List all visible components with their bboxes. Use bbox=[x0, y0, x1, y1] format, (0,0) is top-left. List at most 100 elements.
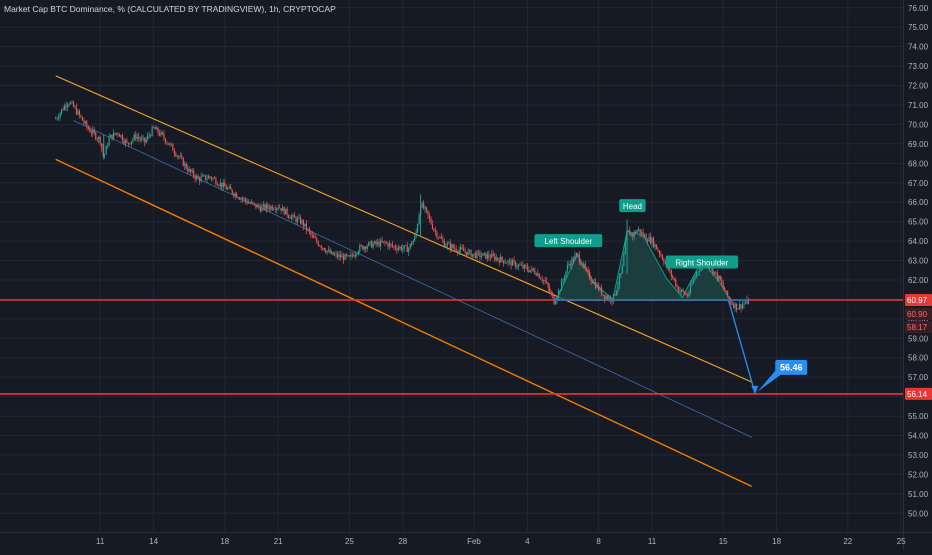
candle-body bbox=[390, 243, 392, 245]
candle-body bbox=[151, 127, 153, 136]
candle-body bbox=[509, 260, 511, 261]
candle-body bbox=[212, 178, 214, 179]
callout-pointer bbox=[757, 370, 784, 392]
candle-body bbox=[589, 271, 591, 279]
candle-body bbox=[336, 253, 339, 257]
candle-body bbox=[339, 254, 342, 258]
candle-body bbox=[682, 289, 684, 292]
candle-body bbox=[514, 261, 517, 268]
candle-body bbox=[207, 176, 210, 179]
candle-body bbox=[222, 182, 224, 188]
candle-body bbox=[471, 254, 474, 257]
candle-body bbox=[740, 304, 742, 309]
candle-body bbox=[61, 109, 63, 113]
candle-body bbox=[173, 150, 175, 154]
candle-body bbox=[161, 132, 164, 134]
candle-body bbox=[621, 265, 623, 274]
candle-body bbox=[409, 243, 411, 249]
candle-body bbox=[341, 255, 343, 258]
candle-body bbox=[700, 266, 702, 271]
candle-body bbox=[344, 254, 346, 261]
candle-body bbox=[271, 206, 273, 210]
candle-body bbox=[495, 257, 497, 261]
candle-body bbox=[476, 251, 478, 258]
candle-body bbox=[382, 241, 385, 243]
candle-body bbox=[568, 263, 570, 266]
candle-body bbox=[175, 153, 177, 157]
label-head: Head bbox=[623, 202, 642, 211]
current-price-tag: 60.97 bbox=[907, 296, 928, 305]
candle-body bbox=[562, 279, 564, 281]
candle-body bbox=[172, 144, 174, 151]
candle-body bbox=[221, 182, 223, 188]
candle-body bbox=[357, 251, 359, 254]
candle-body bbox=[727, 290, 729, 297]
y-tick-label: 53.00 bbox=[908, 451, 929, 460]
candle-body bbox=[660, 253, 662, 256]
candle-body bbox=[231, 189, 233, 194]
candle-body bbox=[68, 104, 70, 105]
candle-body bbox=[525, 265, 527, 267]
candle-body bbox=[451, 244, 453, 249]
candle-body bbox=[566, 265, 569, 272]
candle-body bbox=[360, 245, 362, 247]
candle-body bbox=[264, 204, 266, 210]
candle-body bbox=[273, 209, 275, 210]
candle-body bbox=[425, 207, 428, 211]
candle-body bbox=[526, 266, 528, 270]
candle-body bbox=[333, 254, 336, 256]
candle-body bbox=[479, 252, 481, 258]
candle-body bbox=[639, 229, 641, 234]
y-tick-label: 71.00 bbox=[908, 101, 929, 110]
candle-body bbox=[74, 106, 76, 108]
candle-body bbox=[486, 254, 488, 259]
candle-body bbox=[331, 251, 333, 254]
candle-body bbox=[293, 214, 296, 218]
candle-body bbox=[184, 163, 186, 166]
label-left-shoulder-bg bbox=[534, 234, 603, 248]
candle-body bbox=[684, 291, 686, 295]
label-left-shoulder: Left Shoulder bbox=[545, 237, 593, 246]
candle-body bbox=[326, 250, 328, 253]
candle-body bbox=[203, 175, 205, 176]
candle-body bbox=[287, 215, 290, 218]
candle-body bbox=[641, 232, 643, 234]
candle-body bbox=[93, 129, 95, 133]
y-tick-label: 50.00 bbox=[908, 509, 929, 518]
candle-body bbox=[517, 264, 520, 267]
candle-body bbox=[424, 207, 426, 209]
candle-body bbox=[488, 254, 490, 258]
candle-body bbox=[608, 296, 610, 299]
candle-body bbox=[316, 238, 318, 242]
candle-body bbox=[664, 263, 666, 264]
candle-body bbox=[734, 303, 736, 308]
candle-body bbox=[166, 142, 168, 144]
candle-body bbox=[587, 270, 589, 272]
candle-body bbox=[277, 207, 279, 209]
candle-body bbox=[154, 127, 156, 130]
candle-body bbox=[107, 145, 109, 147]
candle-body bbox=[102, 147, 104, 155]
candle-body bbox=[170, 143, 172, 145]
candle-body bbox=[307, 229, 309, 230]
candle-body bbox=[414, 236, 416, 241]
candle-body bbox=[274, 209, 276, 210]
candle-body bbox=[652, 238, 655, 247]
candle-body bbox=[259, 207, 261, 212]
candle-layer bbox=[55, 100, 750, 313]
candle-body bbox=[620, 273, 622, 277]
candle-body bbox=[645, 234, 647, 240]
candle-body bbox=[362, 245, 364, 250]
candle-body bbox=[117, 133, 119, 135]
candle-body bbox=[201, 175, 204, 177]
candle-body bbox=[497, 257, 499, 260]
candle-body bbox=[384, 241, 386, 243]
candle-body bbox=[452, 244, 454, 248]
x-tick-label: 8 bbox=[596, 537, 601, 546]
candle-body bbox=[646, 239, 649, 242]
candle-body bbox=[565, 271, 567, 278]
candle-body bbox=[623, 254, 625, 266]
candle-body bbox=[504, 262, 506, 264]
candle-body bbox=[470, 250, 472, 257]
